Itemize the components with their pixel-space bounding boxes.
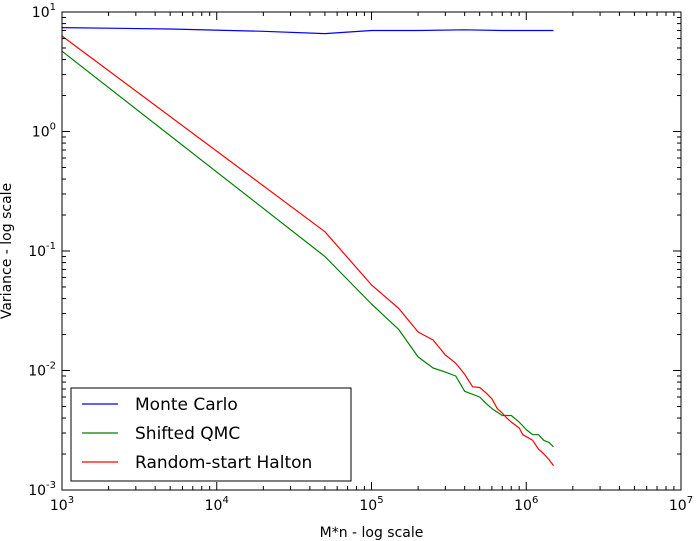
- y-tick-label: 10-1: [28, 241, 56, 260]
- y-tick-label: 101: [32, 2, 56, 21]
- legend-label-random-start-halton: Random-start Halton: [135, 453, 312, 473]
- y-tick-label: 10-2: [28, 361, 56, 380]
- y-axis-label: Variance - log scale: [0, 183, 15, 319]
- series-line-shifted-qmc: [61, 50, 554, 448]
- series-line-random-start-halton: [61, 35, 554, 466]
- x-tick-label: 106: [514, 495, 538, 514]
- legend: Monte Carlo Shifted QMC Random-start Hal…: [70, 387, 352, 482]
- x-tick-label: 105: [359, 495, 383, 514]
- legend-label-monte-carlo: Monte Carlo: [135, 395, 238, 415]
- y-tick-label: 10-3: [28, 480, 56, 499]
- tick-layer: 103 104 105 106 107 10-3 10-2 10-1 100 101: [28, 2, 693, 514]
- series-line-monte-carlo: [61, 27, 554, 35]
- series-layer: [61, 27, 554, 466]
- x-tick-label: 103: [50, 495, 74, 514]
- legend-label-shifted-qmc: Shifted QMC: [135, 424, 240, 444]
- x-axis-label: M*n - log scale: [320, 525, 424, 541]
- x-tick-label: 107: [669, 495, 693, 514]
- y-tick-label: 100: [32, 122, 56, 141]
- x-tick-label: 104: [205, 495, 229, 514]
